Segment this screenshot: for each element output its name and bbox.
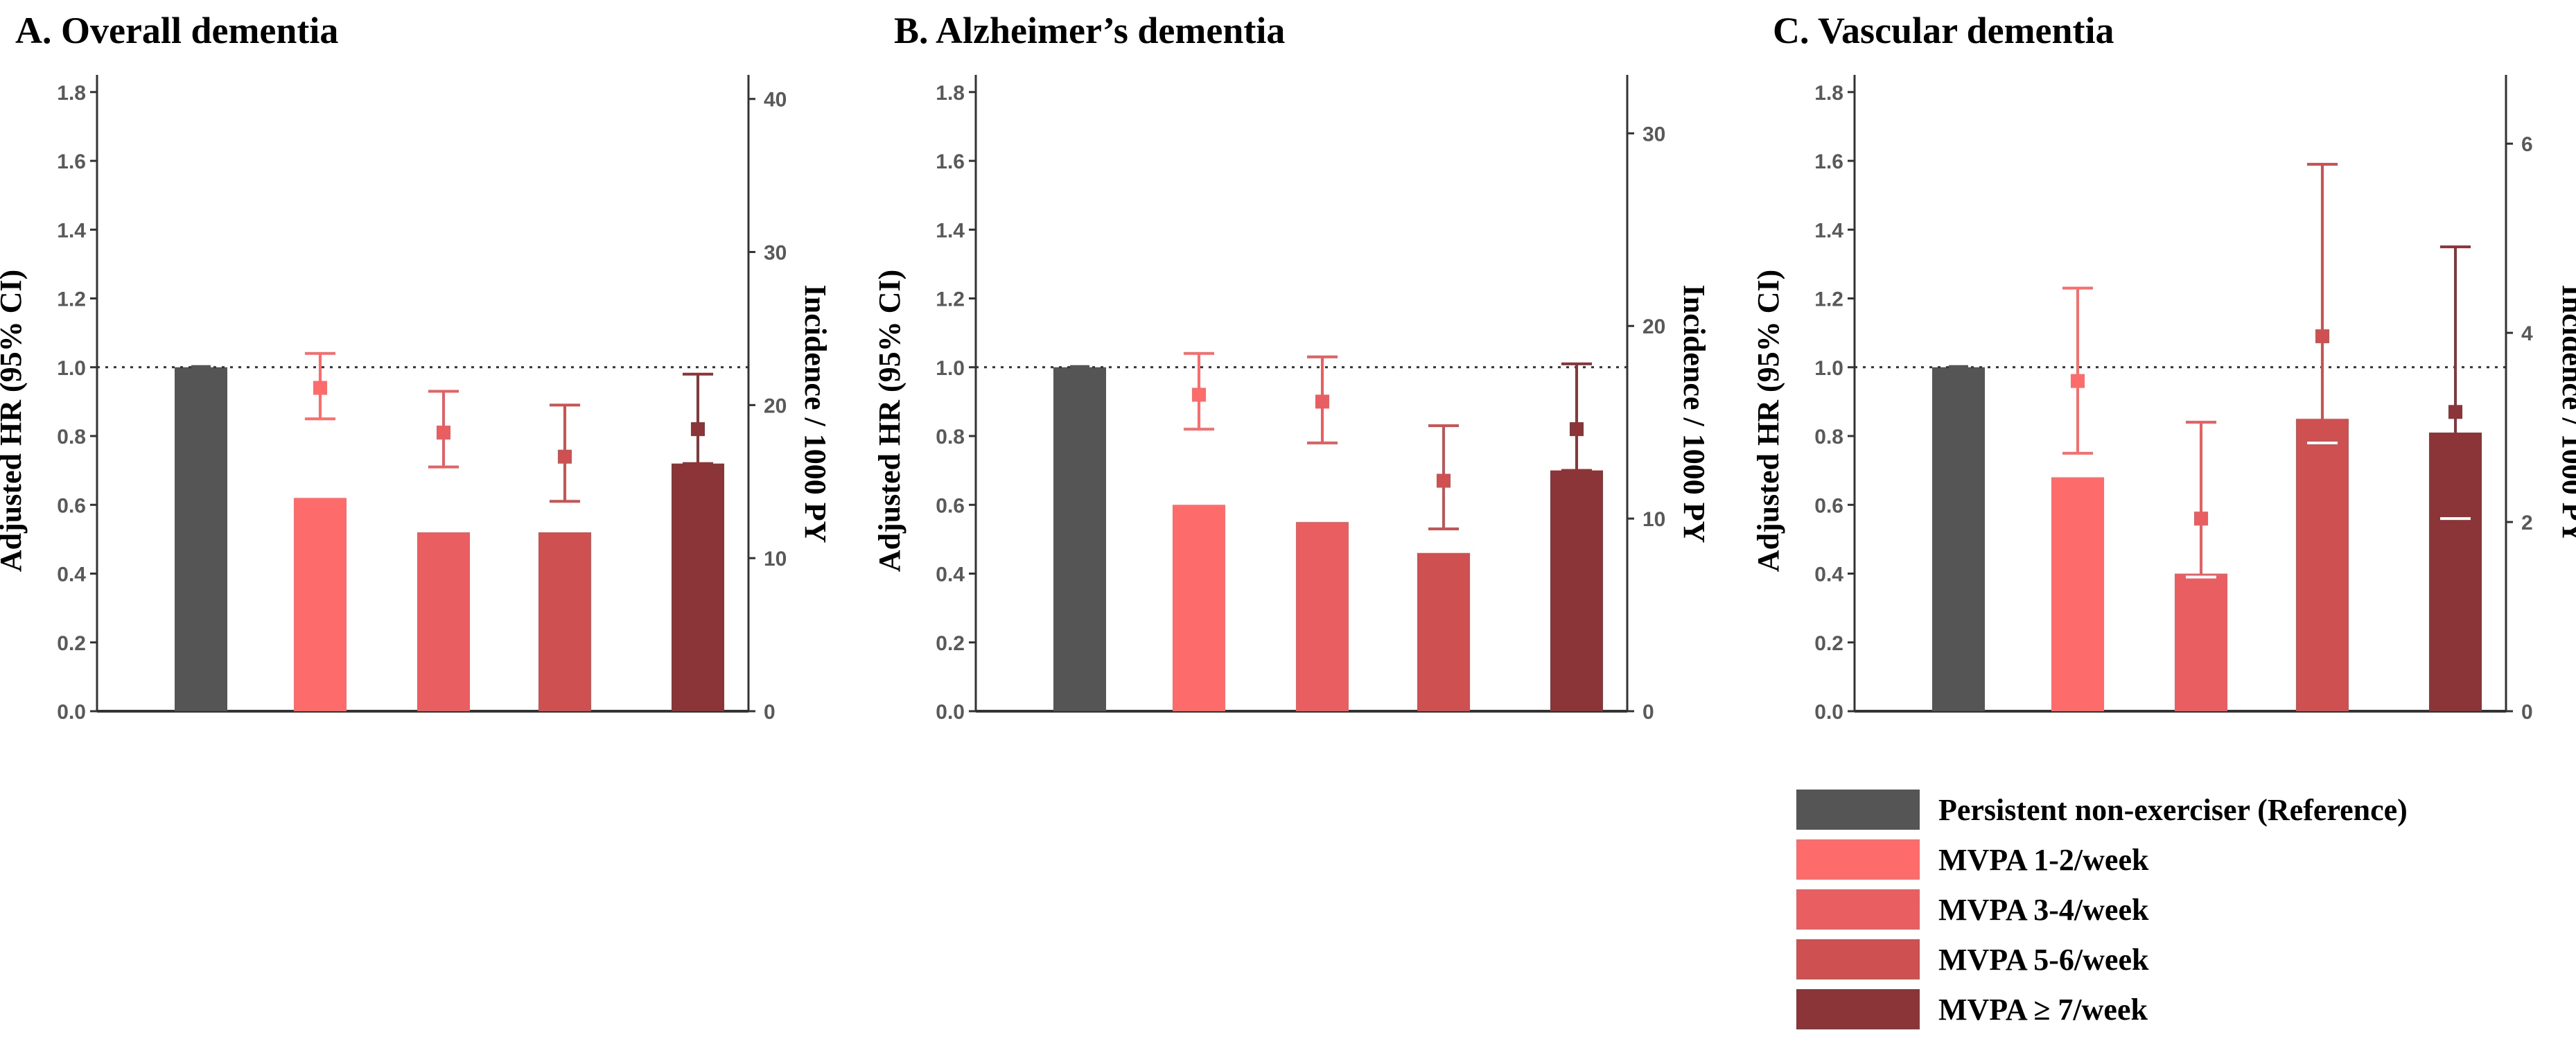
y-tick-label: 0.0 xyxy=(936,701,965,724)
chart-panel-2: B. Alzheimer’s dementia 0.0 0.2 0.4 0.6 0.8 1.… xyxy=(873,10,1711,724)
incidence-bar xyxy=(1550,470,1603,711)
y-tick-label: 0.2 xyxy=(936,632,965,655)
y2-axis-title: Incidence / 1000 PY xyxy=(798,285,832,543)
incidence-bar xyxy=(538,532,591,711)
legend: Persistent non-exerciser (Reference) MVPA… xyxy=(1796,790,2408,1029)
y-tick-label: 1.6 xyxy=(936,150,965,173)
chart-panel-1: A. Overall dementia 0.0 0.2 0.4 0.6 0.8 1.0 1.2… xyxy=(0,10,832,724)
legend-swatch xyxy=(1796,889,1920,930)
legend-swatch xyxy=(1796,939,1920,979)
y-tick-label: 0.8 xyxy=(57,426,86,448)
incidence-bar xyxy=(175,367,227,711)
legend-swatch xyxy=(1796,790,1920,830)
y-tick-label: 1.2 xyxy=(1814,288,1843,311)
y-axis-title: Adjusted HR (95% CI) xyxy=(1751,270,1785,572)
y-tick-label: 0.4 xyxy=(1814,564,1843,586)
y-tick-label: 1.8 xyxy=(1814,82,1843,105)
hr-marker xyxy=(1437,473,1451,488)
legend-label: Persistent non-exerciser (Reference) xyxy=(1938,793,2408,827)
hr-marker xyxy=(437,426,450,440)
y2-tick-label: 10 xyxy=(1642,508,1665,531)
y-tick-label: 0.6 xyxy=(1814,494,1843,517)
y-tick-label: 1.6 xyxy=(57,150,86,173)
incidence-bar xyxy=(1053,367,1106,711)
y2-tick-label: 0 xyxy=(764,701,776,724)
incidence-bar xyxy=(1417,552,1470,711)
y-tick-label: 1.4 xyxy=(936,219,965,242)
legend-swatch xyxy=(1796,989,1920,1029)
panel-title: A. Overall dementia xyxy=(15,10,338,51)
y-axis-title: Adjusted HR (95% CI) xyxy=(873,270,906,572)
incidence-bar xyxy=(2051,477,2104,711)
y-tick-label: 1.8 xyxy=(936,82,965,105)
y2-tick-label: 4 xyxy=(2521,322,2533,345)
hr-marker xyxy=(313,381,327,395)
y2-axis-title: Incidence / 1000 PY xyxy=(1677,285,1711,543)
incidence-bar xyxy=(1173,505,1225,711)
hr-marker xyxy=(2448,405,2462,419)
hr-marker xyxy=(2315,329,2329,344)
legend-label: MVPA 5-6/week xyxy=(1938,943,2149,977)
incidence-bar xyxy=(2175,573,2227,711)
y2-axis-title: Incidence / 1000 PY xyxy=(2556,285,2576,543)
legend-label: MVPA 3-4/week xyxy=(1938,893,2149,927)
y2-tick-label: 20 xyxy=(764,394,787,417)
y-tick-label: 1.2 xyxy=(57,288,86,311)
incidence-bar xyxy=(2296,419,2349,711)
y-tick-label: 0.6 xyxy=(936,494,965,517)
hr-marker xyxy=(2071,374,2085,388)
y-tick-label: 1.0 xyxy=(936,357,965,380)
legend-label: MVPA ≥ 7/week xyxy=(1938,993,2148,1027)
y-tick-label: 0.0 xyxy=(57,701,86,724)
hr-marker xyxy=(2194,512,2208,526)
y2-tick-label: 0 xyxy=(1642,701,1654,724)
y2-tick-label: 30 xyxy=(1642,123,1665,146)
hr-marker xyxy=(691,422,705,437)
y2-tick-label: 10 xyxy=(764,548,787,570)
hr-marker xyxy=(1192,387,1206,402)
y-tick-label: 0.8 xyxy=(1814,426,1843,448)
y-tick-label: 1.6 xyxy=(1814,150,1843,173)
incidence-bar xyxy=(1296,522,1349,711)
y-tick-label: 1.0 xyxy=(1814,357,1843,380)
hr-marker xyxy=(1315,394,1329,409)
y-tick-label: 0.2 xyxy=(1814,632,1843,655)
incidence-bar xyxy=(417,532,470,711)
y2-tick-label: 0 xyxy=(2521,701,2533,724)
hr-marker xyxy=(1570,422,1584,437)
y-tick-label: 0.0 xyxy=(1814,701,1843,724)
y2-tick-label: 2 xyxy=(2521,512,2533,534)
incidence-bar xyxy=(294,498,347,711)
legend-swatch xyxy=(1796,839,1920,880)
y-tick-label: 1.2 xyxy=(936,288,965,311)
y-tick-label: 0.2 xyxy=(57,632,86,655)
y-tick-label: 1.4 xyxy=(1814,219,1843,242)
chart-panel-3: C. Vascular dementia 0.0 0.2 0.4 0.6 0.8 1.0 1.… xyxy=(1751,10,2576,724)
y2-tick-label: 20 xyxy=(1642,315,1665,338)
y-tick-label: 1.0 xyxy=(57,357,86,380)
legend-label: MVPA 1-2/week xyxy=(1938,843,2149,877)
hr-marker xyxy=(558,449,572,464)
y-tick-label: 0.4 xyxy=(57,564,86,586)
incidence-bar xyxy=(672,463,724,711)
panel-title: C. Vascular dementia xyxy=(1773,10,2114,51)
incidence-bar xyxy=(1932,367,1985,711)
y-tick-label: 1.8 xyxy=(57,82,86,105)
y2-tick-label: 40 xyxy=(764,89,787,112)
panel-title: B. Alzheimer’s dementia xyxy=(894,10,1285,51)
y-axis-title: Adjusted HR (95% CI) xyxy=(0,270,28,572)
y-tick-label: 1.4 xyxy=(57,219,86,242)
y-tick-label: 0.4 xyxy=(936,564,965,586)
y2-tick-label: 6 xyxy=(2521,133,2533,156)
y2-tick-label: 30 xyxy=(764,242,787,265)
y-tick-label: 0.6 xyxy=(57,494,86,517)
y-tick-label: 0.8 xyxy=(936,426,965,448)
